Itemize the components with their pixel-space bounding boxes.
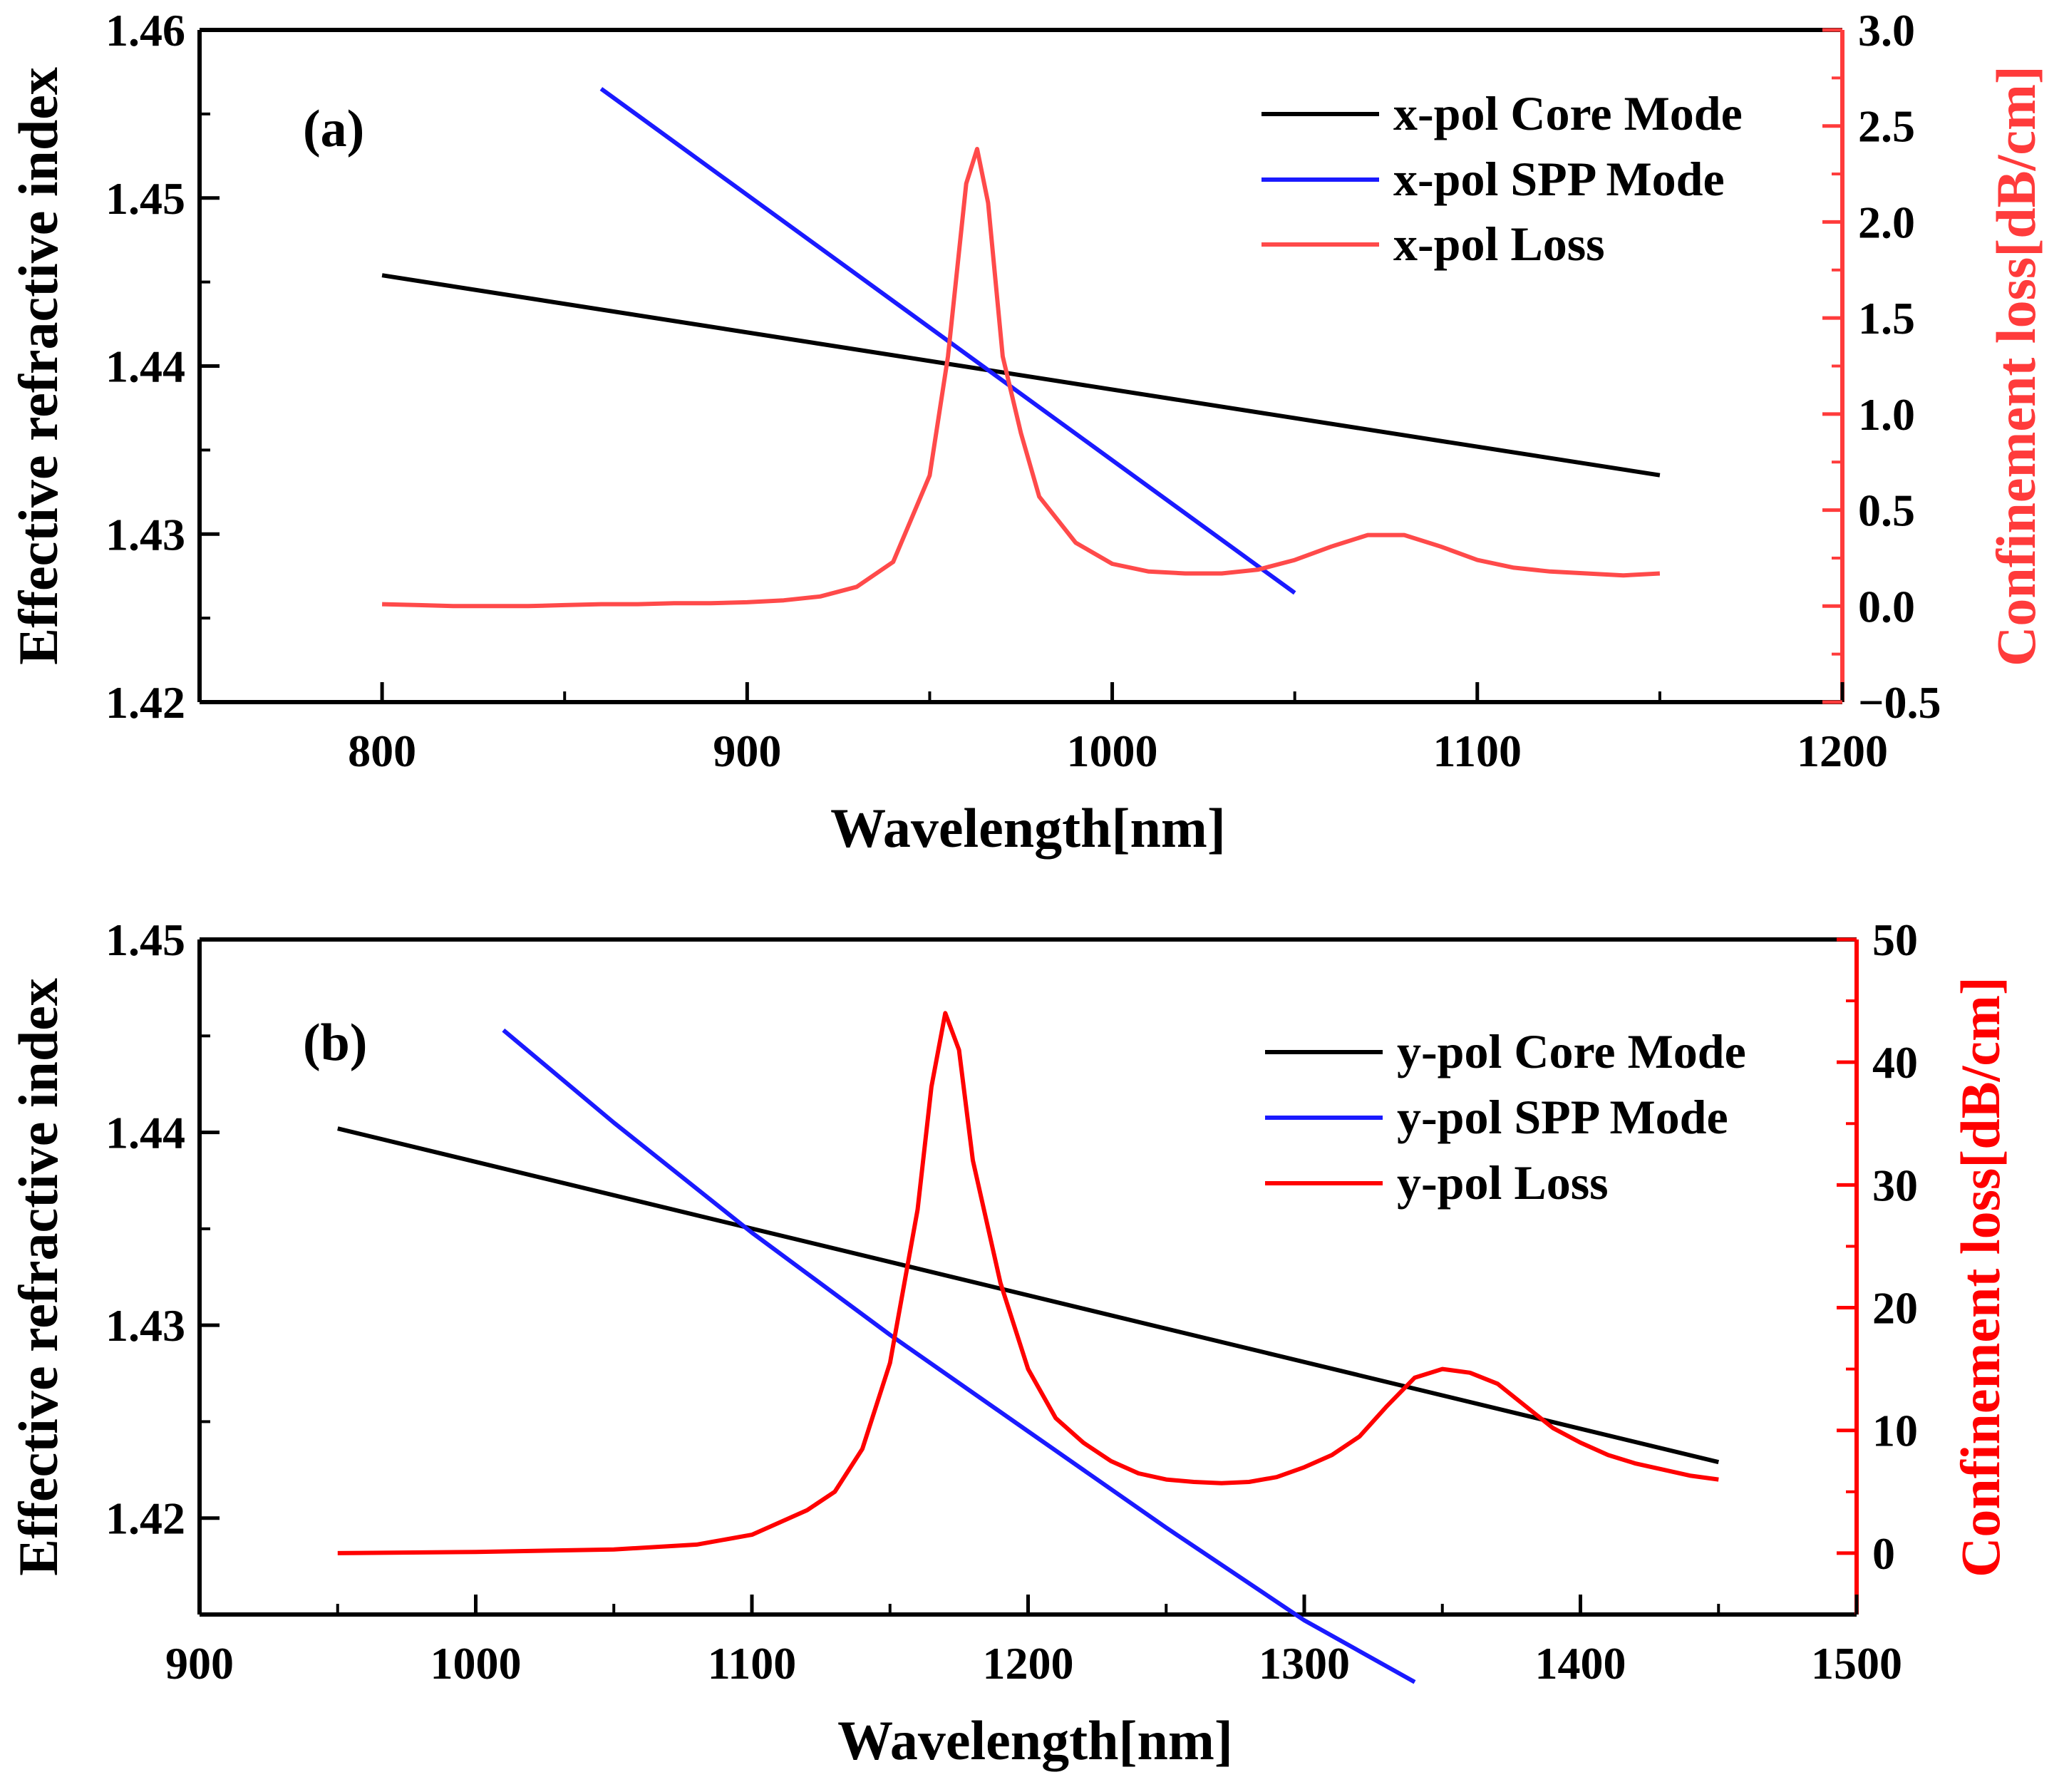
y-right-tick-label: 20 [1872,1283,1918,1334]
y-right-tick-label: 2.5 [1858,101,1915,152]
y-right-tick-label: 0.5 [1858,485,1915,536]
x-tick-label: 1200 [1797,726,1888,776]
y-left-tick-label: 1.44 [105,1108,185,1158]
y-right-tick-label: 30 [1872,1160,1918,1210]
y-right-tick-label: 0.0 [1858,581,1915,632]
panel-b: 900 1000 1100 1200 1300 1400 1500 1.42 1.43 1.44 1… [7,915,2011,1771]
x-tick-label: 1000 [1067,726,1158,776]
series-line-y-pol-core-mode [337,1126,1720,1465]
legend-label: y-pol SPP Mode [1397,1090,1728,1144]
y-right-tick-label: 10 [1872,1406,1918,1456]
y-left-tick-label: 1.46 [105,5,185,56]
y-left-tick-label: 1.44 [105,341,185,392]
y-left-tick-label: 1.45 [105,915,185,965]
legend-label: x-pol Core Mode [1393,86,1743,140]
series-line-y-pol-spp-mode [502,1028,1416,1684]
y-right-tick-label: 40 [1872,1037,1918,1088]
x-tick-label: 1100 [1433,726,1522,776]
y-left-tick-label: 1.42 [105,1493,185,1544]
y-left-axis-label: Effective refractive index [7,67,69,665]
x-axis-label: Wavelength[nm] [830,797,1226,859]
panel-label: (a) [303,100,364,158]
legend-label: x-pol Loss [1393,217,1605,271]
y-right-tick-label: 1.5 [1858,293,1915,344]
y-right-tick-label: 3.0 [1858,5,1915,56]
x-tick-label: 1200 [983,1638,1074,1689]
y-left-axis-label: Effective refractive index [7,978,69,1576]
y-right-tick-label: −0.5 [1858,677,1941,728]
x-tick-label: 900 [713,726,781,776]
legend: y-pol Core Mode y-pol SPP Mode y-pol Loss [1265,1024,1746,1210]
x-tick-label: 1400 [1535,1638,1626,1689]
y-left-tick-label: 1.42 [105,677,185,728]
legend: x-pol Core Mode x-pol SPP Mode x-pol Loss [1261,86,1743,271]
y-right-tick-label: 50 [1872,915,1918,965]
y-left-tick-label: 1.43 [105,509,185,560]
x-tick-label: 1000 [430,1638,522,1689]
y-right-tick-label: 0 [1872,1528,1895,1579]
y-right-tick-label: 2.0 [1858,197,1915,247]
x-tick-label: 800 [348,726,416,776]
x-tick-label: 1300 [1259,1638,1350,1689]
y-left-tick-label: 1.43 [105,1300,185,1351]
legend-label: y-pol Loss [1397,1155,1609,1210]
x-axis-label: Wavelength[nm] [837,1709,1233,1771]
x-tick-label: 1500 [1811,1638,1902,1689]
y-right-axis-label: Confinement loss[dB/cm] [1985,66,2047,666]
panel-a: 800 900 1000 1100 1200 1.42 1.43 1.44 1.45 1.46 −0… [7,5,2047,859]
panel-label: (b) [303,1014,367,1072]
series-line-x-pol-core-mode [381,273,1661,478]
x-tick-label: 900 [165,1638,234,1689]
legend-label: x-pol SPP Mode [1393,152,1725,206]
y-right-axis-label: Confinement loss[dB/cm] [1949,977,2011,1577]
series-line-x-pol-loss [382,147,1661,609]
series-line-y-pol-loss [337,1011,1719,1555]
y-left-tick-label: 1.45 [105,173,185,224]
y-right-tick-label: 1.0 [1858,389,1915,440]
legend-label: y-pol Core Mode [1397,1024,1746,1078]
x-tick-label: 1100 [708,1638,796,1689]
